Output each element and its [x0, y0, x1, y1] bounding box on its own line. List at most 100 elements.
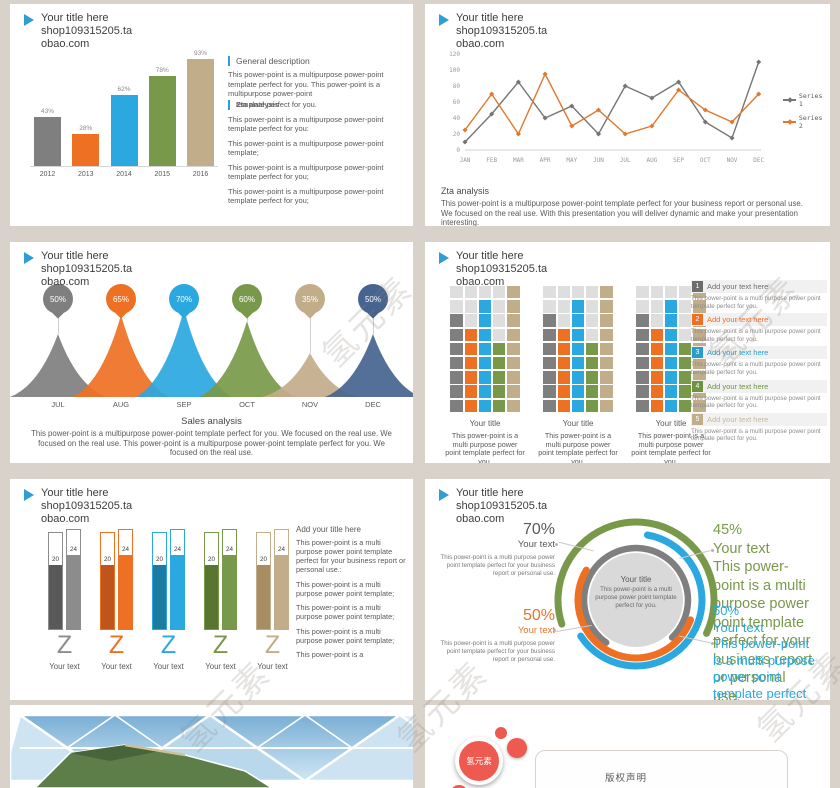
waffle-cell [507, 328, 520, 341]
svg-text:NOV: NOV [727, 157, 738, 164]
waffle-cell [650, 356, 663, 370]
mountain-shape [325, 334, 413, 397]
percent-value: 45% [713, 522, 743, 538]
svg-text:MAY: MAY [566, 157, 577, 164]
number-badge: 1 [692, 281, 703, 292]
waffle-cell [571, 342, 585, 356]
paragraph: This power-point is a multipurpose power… [228, 70, 384, 98]
svg-text:JAN: JAN [460, 157, 471, 164]
waffle-cell [585, 385, 599, 398]
waffle-cell [585, 342, 599, 356]
landscape-photo-mosaic [10, 712, 413, 788]
waffle-cell [507, 356, 520, 370]
overlapping-text-line: template perfect for you. Zta analysis [228, 99, 408, 110]
play-icon [24, 489, 34, 501]
paragraph: This power-point is a multi purpose powe… [296, 603, 395, 621]
waffle-cell [492, 314, 506, 327]
list-item-desc: This power-point is a multi purpose powe… [691, 394, 821, 410]
bar-chart-categories: 2012 2013 2014 2015 2016 [30, 171, 218, 178]
waffle-cell [492, 286, 506, 299]
legend-item: Series 2 [783, 114, 830, 130]
waffle-cell [636, 385, 649, 398]
waffle-cell [693, 399, 706, 412]
slide-waffle-charts: Your title here shop109315205.ta obao.com … [425, 242, 830, 463]
waffle-cell [664, 371, 678, 384]
bar: 78% [148, 67, 176, 166]
svg-text:SEP: SEP [673, 157, 684, 164]
waffle-cell [464, 342, 477, 356]
list-item: 1 Add your text here This power-point is a… [691, 280, 827, 310]
z-letter: Z [160, 631, 177, 659]
waffle-cell [600, 286, 613, 299]
waffle-cell [464, 385, 477, 398]
slide-header: Your title here shop109315205.ta obao.com [439, 487, 547, 526]
waffle-cell [464, 286, 477, 299]
waffle-cell [543, 328, 556, 341]
label-top-left: 70% Your text This power-point is a mult… [435, 521, 555, 577]
bar: 62% [110, 86, 138, 166]
z-letter: Z [108, 631, 125, 659]
waffle-cell [636, 356, 649, 370]
list-item-strip: 2 Add your text here [691, 313, 827, 327]
waffle-cell [450, 328, 463, 341]
waffle-cell [507, 371, 520, 384]
label-bottom-left: 50% Your text This power-point is a mult… [435, 607, 555, 663]
waffle-caption: This power-point is a multi purpose powe… [445, 430, 525, 463]
paragraph: This power-point is a multipurpose power… [228, 114, 384, 134]
label-desc: This power-point is a multi purpose powe… [440, 640, 555, 663]
z-letter: Z [56, 631, 73, 659]
mountain-shape [10, 334, 106, 397]
waffle-cell [678, 371, 692, 384]
waffle-cell [450, 356, 463, 370]
waffle-title: Your title [655, 418, 687, 428]
waffle-title: Your title [469, 418, 501, 428]
list-item-strip: 3 Add your text here [691, 346, 827, 360]
waffle-cell [636, 286, 649, 299]
percentage-balloon: 35% [295, 284, 325, 314]
thermometer-left: 20 [152, 532, 167, 630]
paragraph: This power-point is a multipurpose power… [228, 138, 384, 158]
month-label: AUG [112, 400, 130, 409]
waffle-cell [543, 286, 556, 299]
slide-progress-rings: Your title here shop109315205.ta obao.com … [425, 479, 830, 700]
slide-title: Your title here shop109315205.ta obao.com [456, 250, 548, 288]
slide-thermometer-bars: Your title here shop109315205.ta obao.com … [10, 479, 413, 700]
label-right-green: 45% Your text This power-point is a mult… [713, 521, 815, 700]
mountain-shape [73, 315, 169, 397]
waffle-cell [678, 356, 692, 370]
waffle-grid [631, 286, 711, 412]
waffle-cell [507, 342, 520, 356]
waffle-cell [450, 399, 463, 412]
svg-text:100: 100 [449, 67, 460, 74]
svg-text:FEB: FEB [486, 157, 497, 164]
waffle-cell [571, 371, 585, 384]
paragraph: This power-point is a multi purpose powe… [296, 538, 406, 574]
list-item: 5 Add your text here This power-point is a… [691, 412, 827, 443]
paragraph: This power-point is a multi purpose powe… [296, 626, 395, 645]
waffle-cell [492, 342, 506, 356]
slide-title: Your title here shop109315205.ta obao.com [41, 487, 133, 525]
waffle-cell [664, 328, 678, 341]
thermometer-chart: 20 24 Z Your text 20 24 Z Your text 20 24 Z Your te… [10, 479, 413, 700]
waffle-cell [450, 385, 463, 398]
label-sub: Your text [517, 539, 555, 550]
slide-title: Your title here shop109315205.ta obao.com [456, 487, 548, 525]
svg-text:JUN: JUN [593, 157, 604, 164]
paragraph: This power-point is a multi purpose powe… [296, 579, 395, 598]
waffle-cell [464, 328, 477, 341]
copyright-title: 版权声明 [605, 773, 648, 784]
number-badge: 2 [692, 314, 703, 326]
connector-dot [555, 543, 558, 546]
pair-label: Your text [49, 662, 80, 671]
month-label: OCT [239, 400, 255, 409]
waffle-cell [664, 356, 678, 370]
legend-item: Series 1 [783, 92, 830, 108]
list-item-desc: This power-point is a multi purpose powe… [691, 427, 821, 443]
waffle-chart: Your title This power-point is a multi pu… [445, 286, 525, 463]
thermometer-right: 24 [222, 529, 237, 630]
label-desc: This power-point is a multi purpose powe… [713, 559, 813, 700]
waffle-cell [543, 300, 556, 313]
waffle-cell [478, 385, 492, 398]
mountain-shape [262, 353, 358, 397]
copyright-card [535, 750, 788, 788]
